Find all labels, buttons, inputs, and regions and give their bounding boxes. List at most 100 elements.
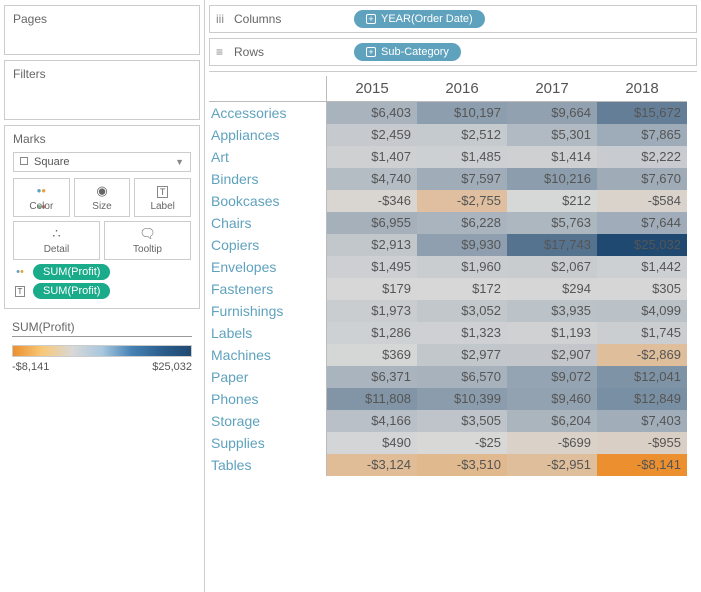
table-cell[interactable]: -$2,951 bbox=[507, 454, 597, 476]
rows-pill[interactable]: +Sub-Category bbox=[354, 43, 461, 61]
table-cell[interactable]: $7,403 bbox=[597, 410, 687, 432]
table-cell[interactable]: $490 bbox=[327, 432, 417, 454]
pages-shelf[interactable]: Pages bbox=[4, 5, 200, 55]
table-cell[interactable]: $4,099 bbox=[597, 300, 687, 322]
table-cell[interactable]: -$2,755 bbox=[417, 190, 507, 212]
rows-shelf[interactable]: ≡ Rows +Sub-Category bbox=[209, 38, 697, 66]
table-cell[interactable]: $305 bbox=[597, 278, 687, 300]
columns-pill[interactable]: +YEAR(Order Date) bbox=[354, 10, 485, 28]
table-cell[interactable]: $4,166 bbox=[327, 410, 417, 432]
table-cell[interactable]: $15,672 bbox=[597, 102, 687, 124]
table-cell[interactable]: $179 bbox=[327, 278, 417, 300]
table-cell[interactable]: $3,505 bbox=[417, 410, 507, 432]
table-cell[interactable]: $7,644 bbox=[597, 212, 687, 234]
table-cell[interactable]: $7,670 bbox=[597, 168, 687, 190]
table-cell[interactable]: $2,222 bbox=[597, 146, 687, 168]
table-cell[interactable]: $1,495 bbox=[327, 256, 417, 278]
row-header[interactable]: Labels bbox=[209, 322, 327, 344]
table-cell[interactable]: $212 bbox=[507, 190, 597, 212]
row-header[interactable]: Envelopes bbox=[209, 256, 327, 278]
table-cell[interactable]: $1,323 bbox=[417, 322, 507, 344]
row-header[interactable]: Appliances bbox=[209, 124, 327, 146]
table-cell[interactable]: $294 bbox=[507, 278, 597, 300]
table-cell[interactable]: $10,399 bbox=[417, 388, 507, 410]
table-cell[interactable]: -$8,141 bbox=[597, 454, 687, 476]
table-cell[interactable]: $1,973 bbox=[327, 300, 417, 322]
legend-gradient[interactable] bbox=[12, 345, 192, 357]
row-header[interactable]: Bookcases bbox=[209, 190, 327, 212]
table-cell[interactable]: -$699 bbox=[507, 432, 597, 454]
table-cell[interactable]: $2,512 bbox=[417, 124, 507, 146]
mark-label-button[interactable]: TLabel bbox=[134, 178, 191, 217]
table-cell[interactable]: $6,371 bbox=[327, 366, 417, 388]
table-cell[interactable]: $3,052 bbox=[417, 300, 507, 322]
table-cell[interactable]: $6,955 bbox=[327, 212, 417, 234]
table-cell[interactable]: $6,204 bbox=[507, 410, 597, 432]
table-cell[interactable]: $1,286 bbox=[327, 322, 417, 344]
columns-shelf[interactable]: iii Columns +YEAR(Order Date) bbox=[209, 5, 697, 33]
row-header[interactable]: Fasteners bbox=[209, 278, 327, 300]
mark-pill[interactable]: SUM(Profit) bbox=[33, 283, 110, 299]
row-header[interactable]: Phones bbox=[209, 388, 327, 410]
table-cell[interactable]: $1,193 bbox=[507, 322, 597, 344]
row-header[interactable]: Paper bbox=[209, 366, 327, 388]
table-cell[interactable]: -$346 bbox=[327, 190, 417, 212]
row-header[interactable]: Furnishings bbox=[209, 300, 327, 322]
table-cell[interactable]: $11,808 bbox=[327, 388, 417, 410]
mark-color-button[interactable]: ••••Color bbox=[13, 178, 70, 217]
column-header[interactable]: 2015 bbox=[327, 76, 417, 102]
row-header[interactable]: Chairs bbox=[209, 212, 327, 234]
table-cell[interactable]: $17,743 bbox=[507, 234, 597, 256]
table-cell[interactable]: $6,403 bbox=[327, 102, 417, 124]
table-cell[interactable]: $2,913 bbox=[327, 234, 417, 256]
mark-tooltip-button[interactable]: 🗨Tooltip bbox=[104, 221, 191, 260]
table-cell[interactable]: $6,228 bbox=[417, 212, 507, 234]
table-cell[interactable]: -$25 bbox=[417, 432, 507, 454]
column-header[interactable]: 2016 bbox=[417, 76, 507, 102]
table-cell[interactable]: -$955 bbox=[597, 432, 687, 454]
filters-shelf[interactable]: Filters bbox=[4, 60, 200, 120]
row-header[interactable]: Supplies bbox=[209, 432, 327, 454]
table-cell[interactable]: $5,301 bbox=[507, 124, 597, 146]
row-header[interactable]: Binders bbox=[209, 168, 327, 190]
row-header[interactable]: Accessories bbox=[209, 102, 327, 124]
marks-type-dropdown[interactable]: Square ▼ bbox=[13, 152, 191, 172]
row-header[interactable]: Art bbox=[209, 146, 327, 168]
table-cell[interactable]: $5,763 bbox=[507, 212, 597, 234]
table-cell[interactable]: $12,041 bbox=[597, 366, 687, 388]
table-cell[interactable]: $2,459 bbox=[327, 124, 417, 146]
table-cell[interactable]: $10,216 bbox=[507, 168, 597, 190]
table-cell[interactable]: -$584 bbox=[597, 190, 687, 212]
table-cell[interactable]: $2,067 bbox=[507, 256, 597, 278]
row-header[interactable]: Storage bbox=[209, 410, 327, 432]
table-cell[interactable]: $4,740 bbox=[327, 168, 417, 190]
table-cell[interactable]: $2,977 bbox=[417, 344, 507, 366]
table-cell[interactable]: $9,930 bbox=[417, 234, 507, 256]
mark-size-button[interactable]: ◉Size bbox=[74, 178, 131, 217]
table-cell[interactable]: -$3,510 bbox=[417, 454, 507, 476]
column-header[interactable]: 2017 bbox=[507, 76, 597, 102]
table-cell[interactable]: $1,485 bbox=[417, 146, 507, 168]
column-header[interactable]: 2018 bbox=[597, 76, 687, 102]
table-cell[interactable]: $9,460 bbox=[507, 388, 597, 410]
table-cell[interactable]: $1,442 bbox=[597, 256, 687, 278]
table-cell[interactable]: $10,197 bbox=[417, 102, 507, 124]
table-cell[interactable]: $9,072 bbox=[507, 366, 597, 388]
table-cell[interactable]: $25,032 bbox=[597, 234, 687, 256]
mark-detail-button[interactable]: ∴Detail bbox=[13, 221, 100, 260]
row-header[interactable]: Copiers bbox=[209, 234, 327, 256]
table-cell[interactable]: $172 bbox=[417, 278, 507, 300]
table-cell[interactable]: $7,597 bbox=[417, 168, 507, 190]
row-header[interactable]: Tables bbox=[209, 454, 327, 476]
table-cell[interactable]: $1,407 bbox=[327, 146, 417, 168]
table-cell[interactable]: -$3,124 bbox=[327, 454, 417, 476]
table-cell[interactable]: $9,664 bbox=[507, 102, 597, 124]
table-cell[interactable]: $12,849 bbox=[597, 388, 687, 410]
table-cell[interactable]: $6,570 bbox=[417, 366, 507, 388]
row-header[interactable]: Machines bbox=[209, 344, 327, 366]
table-cell[interactable]: $1,960 bbox=[417, 256, 507, 278]
table-cell[interactable]: $7,865 bbox=[597, 124, 687, 146]
table-cell[interactable]: $369 bbox=[327, 344, 417, 366]
mark-pill[interactable]: SUM(Profit) bbox=[33, 264, 110, 280]
table-cell[interactable]: $1,745 bbox=[597, 322, 687, 344]
